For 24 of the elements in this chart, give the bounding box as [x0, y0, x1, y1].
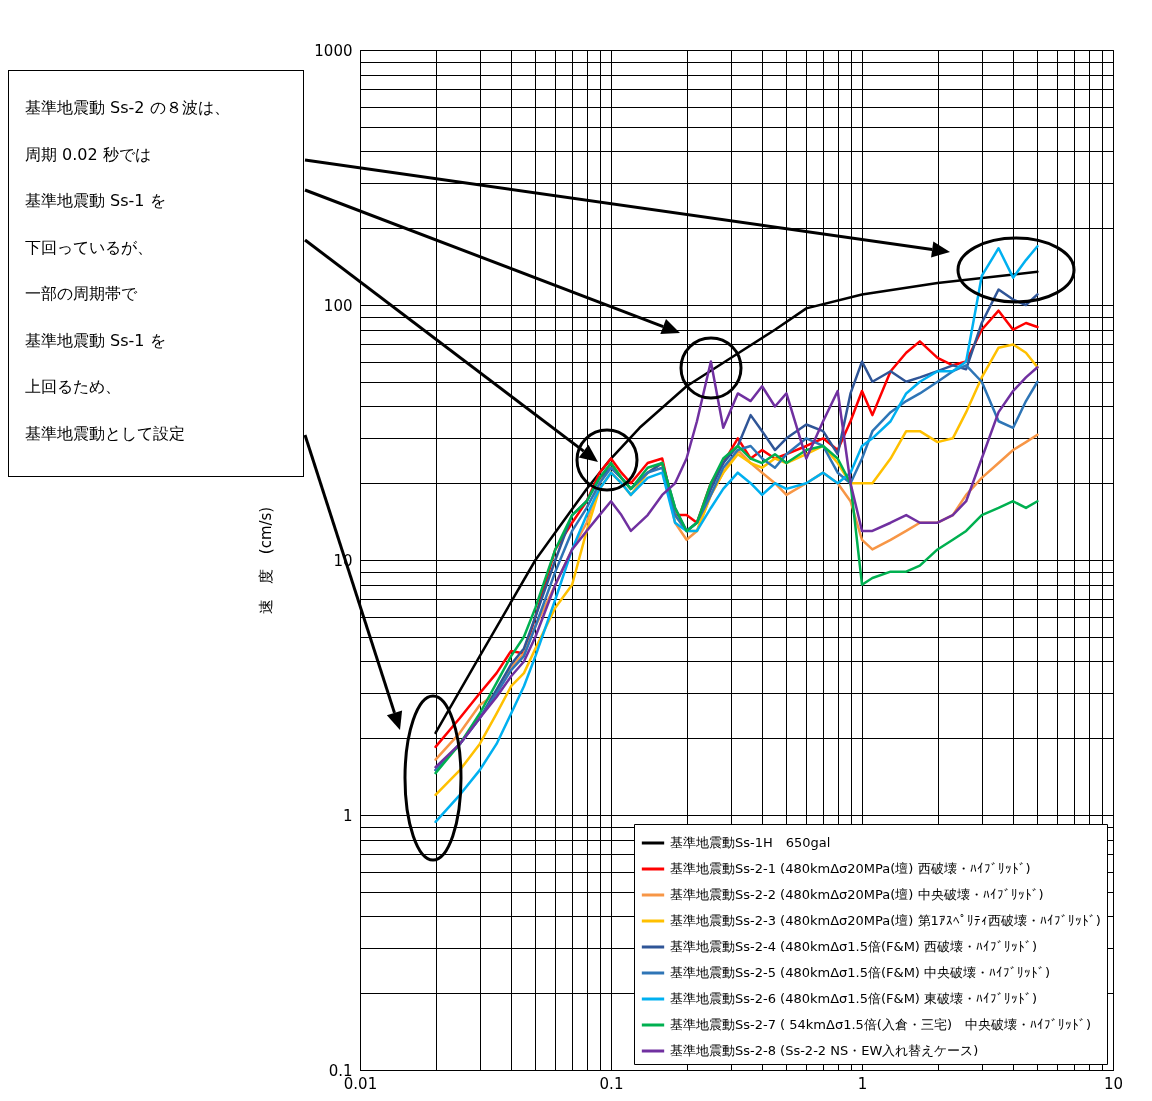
text: 周期 0.02 秒では: [25, 143, 152, 166]
x-tick-label: 0.1: [599, 1074, 624, 1093]
legend-label: 基準地震動Ss-2-4 (480kmΔσ1.5倍(F&M) 西破壊・ﾊｲﾌﾞﾘｯﾄﾞ): [670, 939, 1038, 954]
text: 基準地震動 Ss-1 を: [25, 329, 167, 352]
text: 一部の周期帯で: [25, 283, 138, 305]
legend-label: 基準地震動Ss-2-7 ( 54kmΔσ1.5倍(入倉・三宅) 中央破壊・ﾊｲﾌﾞﾘｯﾄﾞ): [670, 1017, 1092, 1032]
y-tick-label: 100: [323, 296, 353, 315]
legend-label: 基準地震動Ss-2-1 (480kmΔσ20MPa(壇) 西破壊・ﾊｲﾌﾞﾘｯﾄﾞ): [670, 861, 1031, 876]
legend-label: 基準地震動Ss-2-3 (480kmΔσ20MPa(壇) 第1ｱｽﾍﾟﾘﾃｨ西破壊・ﾊｲﾌﾞﾘｯﾄﾞ): [670, 913, 1101, 928]
legend-label: 基準地震動Ss-2-2 (480kmΔσ20MPa(壇) 中央破壊・ﾊｲﾌﾞﾘｯﾄﾞ): [670, 887, 1044, 902]
legend-label: 基準地震動Ss-2-6 (480kmΔσ1.5倍(F&M) 東破壊・ﾊｲﾌﾞﾘｯﾄﾞ): [670, 991, 1038, 1006]
legend-label: 基準地震動Ss-2-5 (480kmΔσ1.5倍(F&M) 中央破壊・ﾊｲﾌﾞﾘｯﾄﾞ): [670, 965, 1051, 980]
text: 基準地震動 Ss-1 を: [25, 190, 167, 212]
y-tick-label: 1000: [314, 41, 353, 60]
legend-label: 基準地震動Ss-2-8 (Ss-2-2 NS・EW入れ替えケース): [670, 1043, 979, 1058]
legend-label: 基準地震動Ss-1H 650gal: [670, 835, 831, 850]
text: 基準地震動 Ss-2 の８波は、: [25, 97, 231, 119]
x-tick-label: 1: [857, 1074, 868, 1093]
text: 基準地震動として設定: [25, 422, 186, 445]
y-axis-title: 速 度 (cm/s): [257, 506, 276, 615]
y-tick-label: 1: [342, 806, 353, 825]
text: 下回っているが、: [25, 236, 154, 259]
text: 上回るため、: [25, 376, 122, 398]
x-tick-label: 10: [1103, 1074, 1124, 1093]
